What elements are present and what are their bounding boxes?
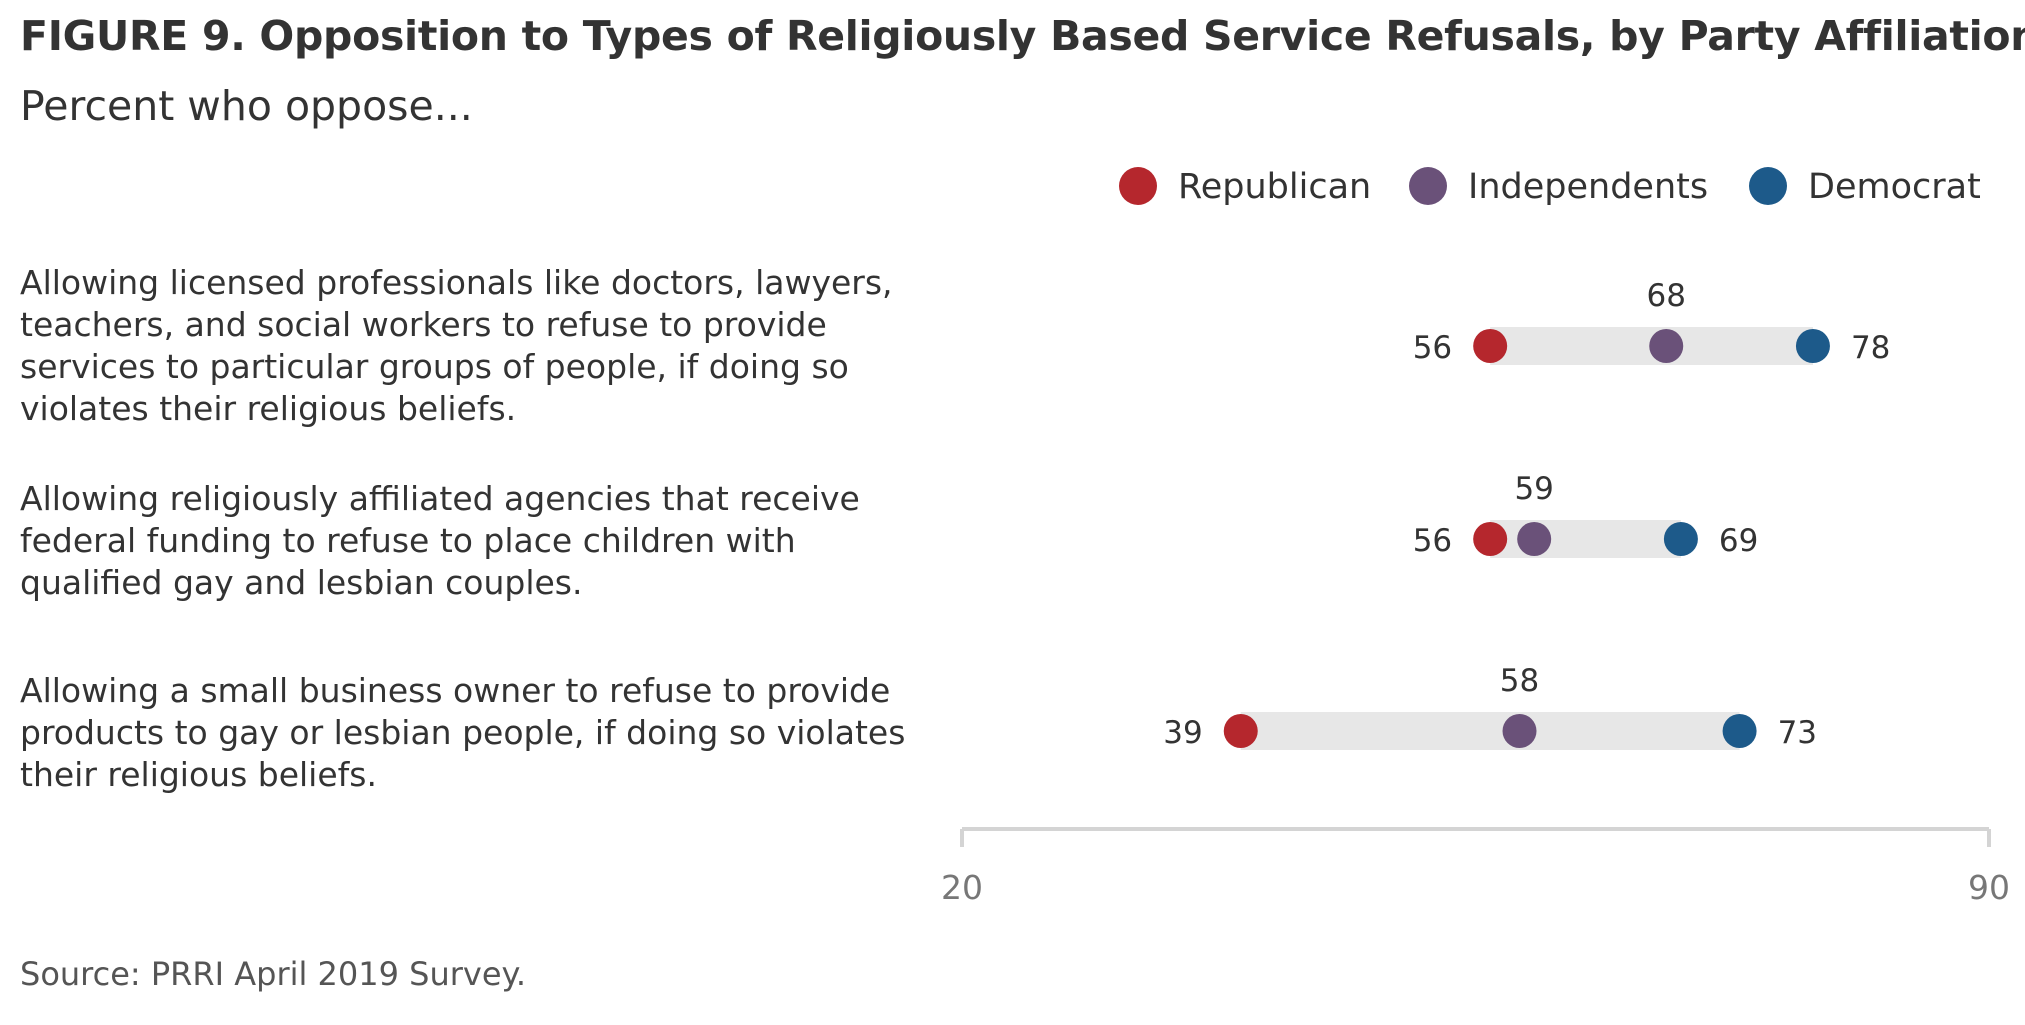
question-label-3: Allowing a small business owner to refus… (20, 670, 905, 796)
x-axis-tick-label-1: 20 (941, 868, 983, 907)
value-label-democrat-3: 73 (1778, 715, 1817, 751)
question-1-line-1: Allowing licensed professionals like doc… (20, 263, 893, 302)
dot-democrat-3 (1722, 714, 1757, 748)
value-label-republican-1: 56 (1413, 330, 1452, 366)
legend-marker-democrat (1749, 167, 1787, 205)
question-3-line-1: Allowing a small business owner to refus… (20, 671, 891, 710)
value-label-independents-3: 58 (1500, 663, 1539, 699)
chart-subtitle: Percent who oppose... (20, 82, 473, 130)
dot-republican-3 (1223, 714, 1258, 748)
dot-independents-1 (1649, 329, 1684, 363)
question-3-line-3: their religious beliefs. (20, 755, 377, 794)
dot-democrat-1 (1795, 329, 1830, 363)
legend-marker-republican (1119, 167, 1157, 205)
question-2-line-3: qualified gay and lesbian couples. (20, 563, 583, 602)
dot-independents-2 (1517, 522, 1552, 556)
question-label-1: Allowing licensed professionals like doc… (20, 262, 893, 430)
dot-independents-3 (1502, 714, 1537, 748)
dot-republican-1 (1473, 329, 1508, 363)
legend-marker-independents (1409, 167, 1447, 205)
value-label-republican-3: 39 (1163, 715, 1202, 751)
dot-republican-2 (1473, 522, 1508, 556)
question-1-line-3: services to particular groups of people,… (20, 347, 849, 386)
question-1-line-2: teachers, and social workers to refuse t… (20, 305, 827, 344)
value-label-democrat-2: 69 (1719, 523, 1758, 559)
dot-democrat-2 (1663, 522, 1698, 556)
question-label-2: Allowing religiously affiliated agencies… (20, 478, 860, 604)
source-note: Source: PRRI April 2019 Survey. (20, 955, 527, 993)
x-axis-tick-label-2: 90 (1968, 868, 2010, 907)
question-3-line-2: products to gay or lesbian people, if do… (20, 713, 906, 752)
range-bar-3 (1240, 712, 1740, 750)
question-2-line-1: Allowing religiously affiliated agencies… (20, 479, 860, 518)
question-2-line-2: federal funding to refuse to place child… (20, 521, 796, 560)
legend-label-republican: Republican (1178, 167, 1371, 207)
chart-title: FIGURE 9. Opposition to Types of Religio… (20, 12, 2025, 60)
value-label-independents-1: 68 (1647, 278, 1686, 314)
legend-label-independents: Independents (1468, 167, 1708, 207)
question-1-line-4: violates their religious beliefs. (20, 389, 517, 428)
value-label-democrat-1: 78 (1851, 330, 1890, 366)
legend-label-democrat: Democrat (1808, 167, 1981, 207)
value-label-independents-2: 59 (1514, 471, 1553, 507)
value-label-republican-2: 56 (1413, 523, 1452, 559)
